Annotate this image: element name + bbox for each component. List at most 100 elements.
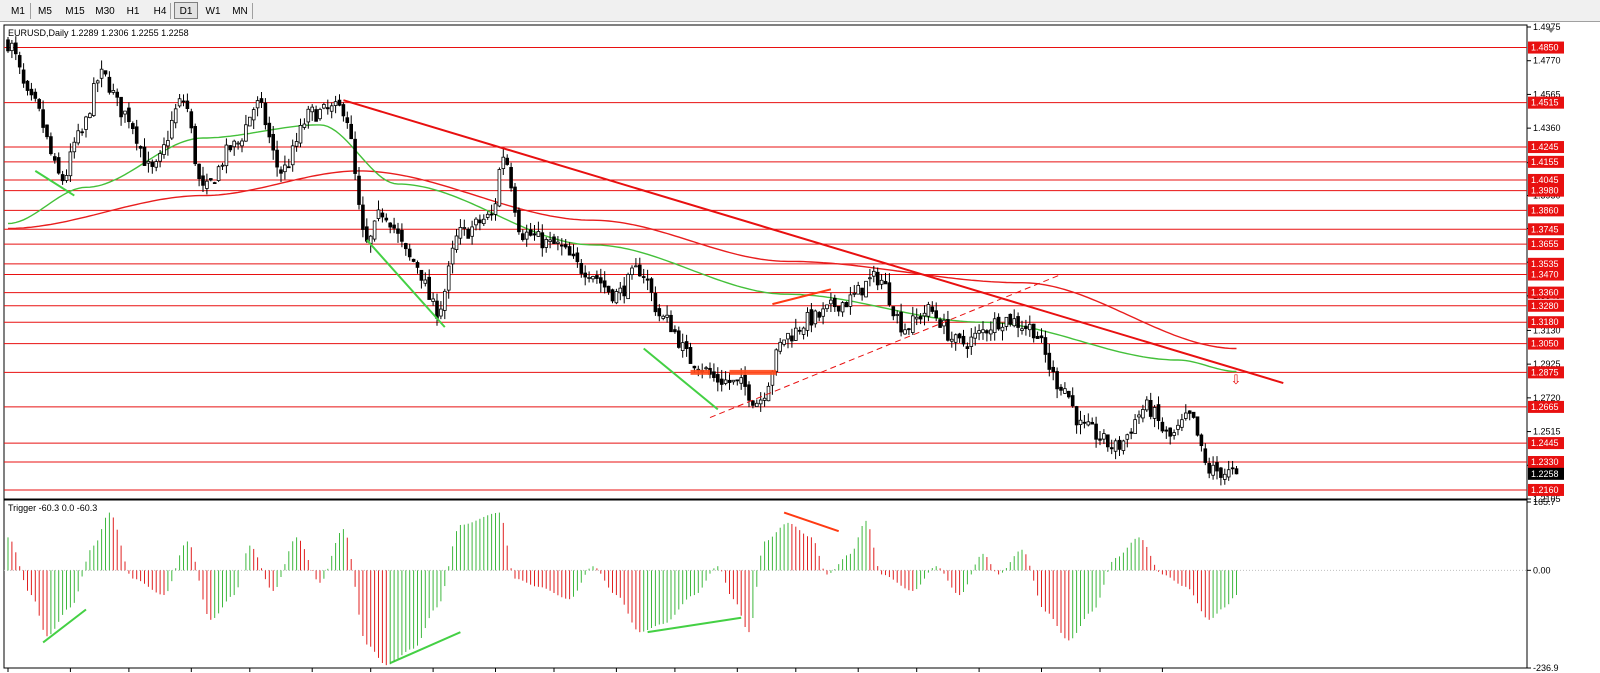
candle <box>723 371 728 386</box>
price-axis-label: 1.4770 <box>1533 56 1561 66</box>
candle <box>868 269 872 287</box>
candle-body <box>1086 421 1091 426</box>
candle <box>400 223 404 248</box>
candle <box>201 166 205 193</box>
candle <box>37 97 41 112</box>
candle <box>119 96 123 126</box>
candle <box>384 213 389 223</box>
candle-body <box>431 298 435 302</box>
candle-body <box>575 252 580 263</box>
candle-body <box>481 218 486 224</box>
candle-body <box>154 161 159 168</box>
candle-body <box>926 304 931 317</box>
candle-body <box>864 280 868 298</box>
candle <box>587 271 591 283</box>
candle <box>641 268 646 284</box>
candle <box>684 334 689 357</box>
candle <box>372 220 377 242</box>
candle <box>255 96 260 117</box>
candle-body <box>774 349 779 372</box>
candle <box>466 227 470 239</box>
candle <box>1070 387 1075 408</box>
candle-body <box>345 117 350 124</box>
candle <box>528 222 533 237</box>
price-chart[interactable]: 1.49751.47701.45651.43601.41501.39501.37… <box>0 22 1600 673</box>
timeframe-m1-button[interactable]: M1 <box>11 6 25 17</box>
candle-body <box>505 157 509 165</box>
candle <box>212 181 217 184</box>
candle-body <box>548 239 552 242</box>
candle-body <box>969 336 974 347</box>
candle <box>560 238 564 256</box>
candle <box>719 369 724 392</box>
candle-body <box>911 315 915 333</box>
candle-body <box>595 275 599 279</box>
candle <box>860 287 864 301</box>
level-price-tag <box>1528 286 1564 299</box>
candle <box>396 222 400 243</box>
candle-body <box>1063 388 1067 394</box>
moving-average-slow <box>7 170 1237 350</box>
level-price-label: 1.3180 <box>1531 317 1559 327</box>
candle-body <box>544 239 548 248</box>
candle-body <box>236 142 240 145</box>
candle <box>1219 466 1223 486</box>
candle-body <box>614 291 619 304</box>
candle-body <box>778 341 782 352</box>
timeframe-h4-button[interactable]: H4 <box>153 6 167 17</box>
candle <box>177 94 182 108</box>
candle-body <box>107 76 112 93</box>
candle-body <box>1121 440 1126 451</box>
candle-body <box>992 318 997 334</box>
candle-body <box>829 299 833 305</box>
candle-body <box>454 235 459 250</box>
candle <box>1187 410 1192 421</box>
candle <box>244 114 248 142</box>
candle-body <box>1137 414 1141 418</box>
candle <box>626 272 630 300</box>
candle-body <box>934 310 938 318</box>
candle-body <box>13 42 18 55</box>
candle-body <box>474 218 478 226</box>
candle-body <box>918 316 923 320</box>
timeframe-w1-button[interactable]: W1 <box>205 6 221 17</box>
candle <box>1226 460 1231 481</box>
timeframe-m5-button[interactable]: M5 <box>38 6 52 17</box>
candle-body <box>470 226 474 237</box>
candle <box>10 39 14 59</box>
candle <box>907 327 911 335</box>
candle-body <box>92 83 96 116</box>
candle-body <box>692 365 697 369</box>
candle <box>189 108 194 134</box>
timeframe-d1-button[interactable]: D1 <box>174 2 198 19</box>
candle-body <box>60 174 65 182</box>
candle-body <box>1031 323 1036 339</box>
candle <box>286 158 291 169</box>
candle <box>918 313 923 325</box>
candle-body <box>743 374 747 387</box>
candle <box>899 303 903 337</box>
candle <box>1160 417 1165 434</box>
candle-body <box>762 397 767 401</box>
candle <box>595 270 599 284</box>
candle <box>887 273 892 307</box>
candle-body <box>380 212 385 218</box>
candle-body <box>521 233 525 241</box>
candle-body <box>1109 447 1114 450</box>
level-price-tag <box>1528 316 1564 329</box>
candle-body <box>216 166 221 181</box>
timeframe-m30-button[interactable]: M30 <box>95 6 115 17</box>
candle <box>716 367 720 392</box>
candle <box>166 130 170 156</box>
candle <box>142 138 147 166</box>
timeframe-h1-button[interactable]: H1 <box>126 6 140 17</box>
timeframe-mn-button[interactable]: MN <box>232 6 248 17</box>
timeframe-m15-button[interactable]: M15 <box>65 6 85 17</box>
candle-body <box>1047 352 1052 370</box>
candle-body <box>290 145 295 166</box>
candle <box>532 224 537 241</box>
candle <box>1063 382 1067 395</box>
candle <box>548 231 552 249</box>
candle-body <box>953 334 958 343</box>
candle-body <box>649 278 654 293</box>
